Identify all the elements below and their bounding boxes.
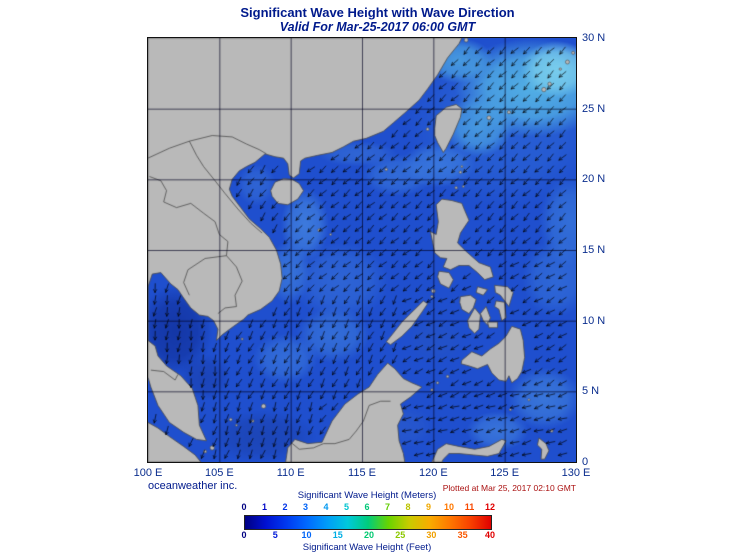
colorbar-meters-label: 4 [323, 502, 329, 512]
colorbar-feet-label: 5 [272, 530, 278, 540]
colorbar-feet-label: 15 [332, 530, 343, 540]
colorbar-feet-label: 0 [241, 530, 247, 540]
colorbar-feet-label: 35 [457, 530, 468, 540]
colorbar-meters-label: 6 [364, 502, 370, 512]
lon-tick-label: 120 E [418, 467, 448, 479]
plotted-timestamp: Plotted at Mar 25, 2017 02:10 GMT [442, 483, 576, 493]
colorbar-meters-label: 9 [425, 502, 431, 512]
map-frame [147, 37, 577, 463]
colorbar-feet-label: 30 [426, 530, 437, 540]
lon-tick-label: 100 E [133, 467, 163, 479]
lat-tick-label: 5 N [582, 385, 600, 398]
colorbar-feet-label: 40 [484, 530, 495, 540]
colorbar-feet-label: 20 [363, 530, 374, 540]
colorbar-meters-label: 0 [241, 502, 247, 512]
colorbar-meters-label: 10 [443, 502, 454, 512]
colorbar-meters-label: 5 [343, 502, 349, 512]
lon-tick-label: 110 E [276, 467, 305, 479]
lon-tick-label: 130 E [561, 467, 591, 479]
lon-tick-label: 105 E [204, 467, 234, 479]
lat-tick-label: 25 N [582, 102, 606, 115]
colorbar-meters-label: 12 [484, 502, 495, 512]
colorbar-meters-label: 7 [384, 502, 390, 512]
map-canvas [148, 38, 576, 462]
credit-text: oceanweather inc. [148, 480, 238, 492]
lat-tick-label: 0 [582, 456, 589, 468]
valid-time-subtitle: Valid For Mar-25-2017 06:00 GMT [279, 20, 476, 34]
colorbar-meters-label: 11 [464, 502, 475, 512]
colorbar-title-feet: Significant Wave Height (Feet) [302, 542, 432, 553]
colorbar-meters-label: 2 [282, 502, 288, 512]
colorbar-feet-label: 10 [301, 530, 312, 540]
lat-tick-label: 15 N [582, 244, 606, 256]
lon-tick-label: 125 E [490, 467, 520, 479]
lat-tick-label: 30 N [582, 32, 606, 44]
colorbar-meters-label: 1 [261, 502, 267, 512]
lon-tick-label: 115 E [348, 467, 376, 479]
colorbar-gradient [244, 515, 492, 530]
lat-tick-label: 20 N [582, 173, 606, 186]
colorbar-meters-label: 8 [405, 502, 411, 512]
page-title: Significant Wave Height with Wave Direct… [240, 5, 515, 20]
colorbar-feet-label: 25 [395, 530, 406, 540]
lat-tick-label: 10 N [582, 314, 606, 327]
colorbar-meters-label: 3 [302, 502, 308, 512]
colorbar-title-meters: Significant Wave Height (Meters) [297, 490, 437, 501]
